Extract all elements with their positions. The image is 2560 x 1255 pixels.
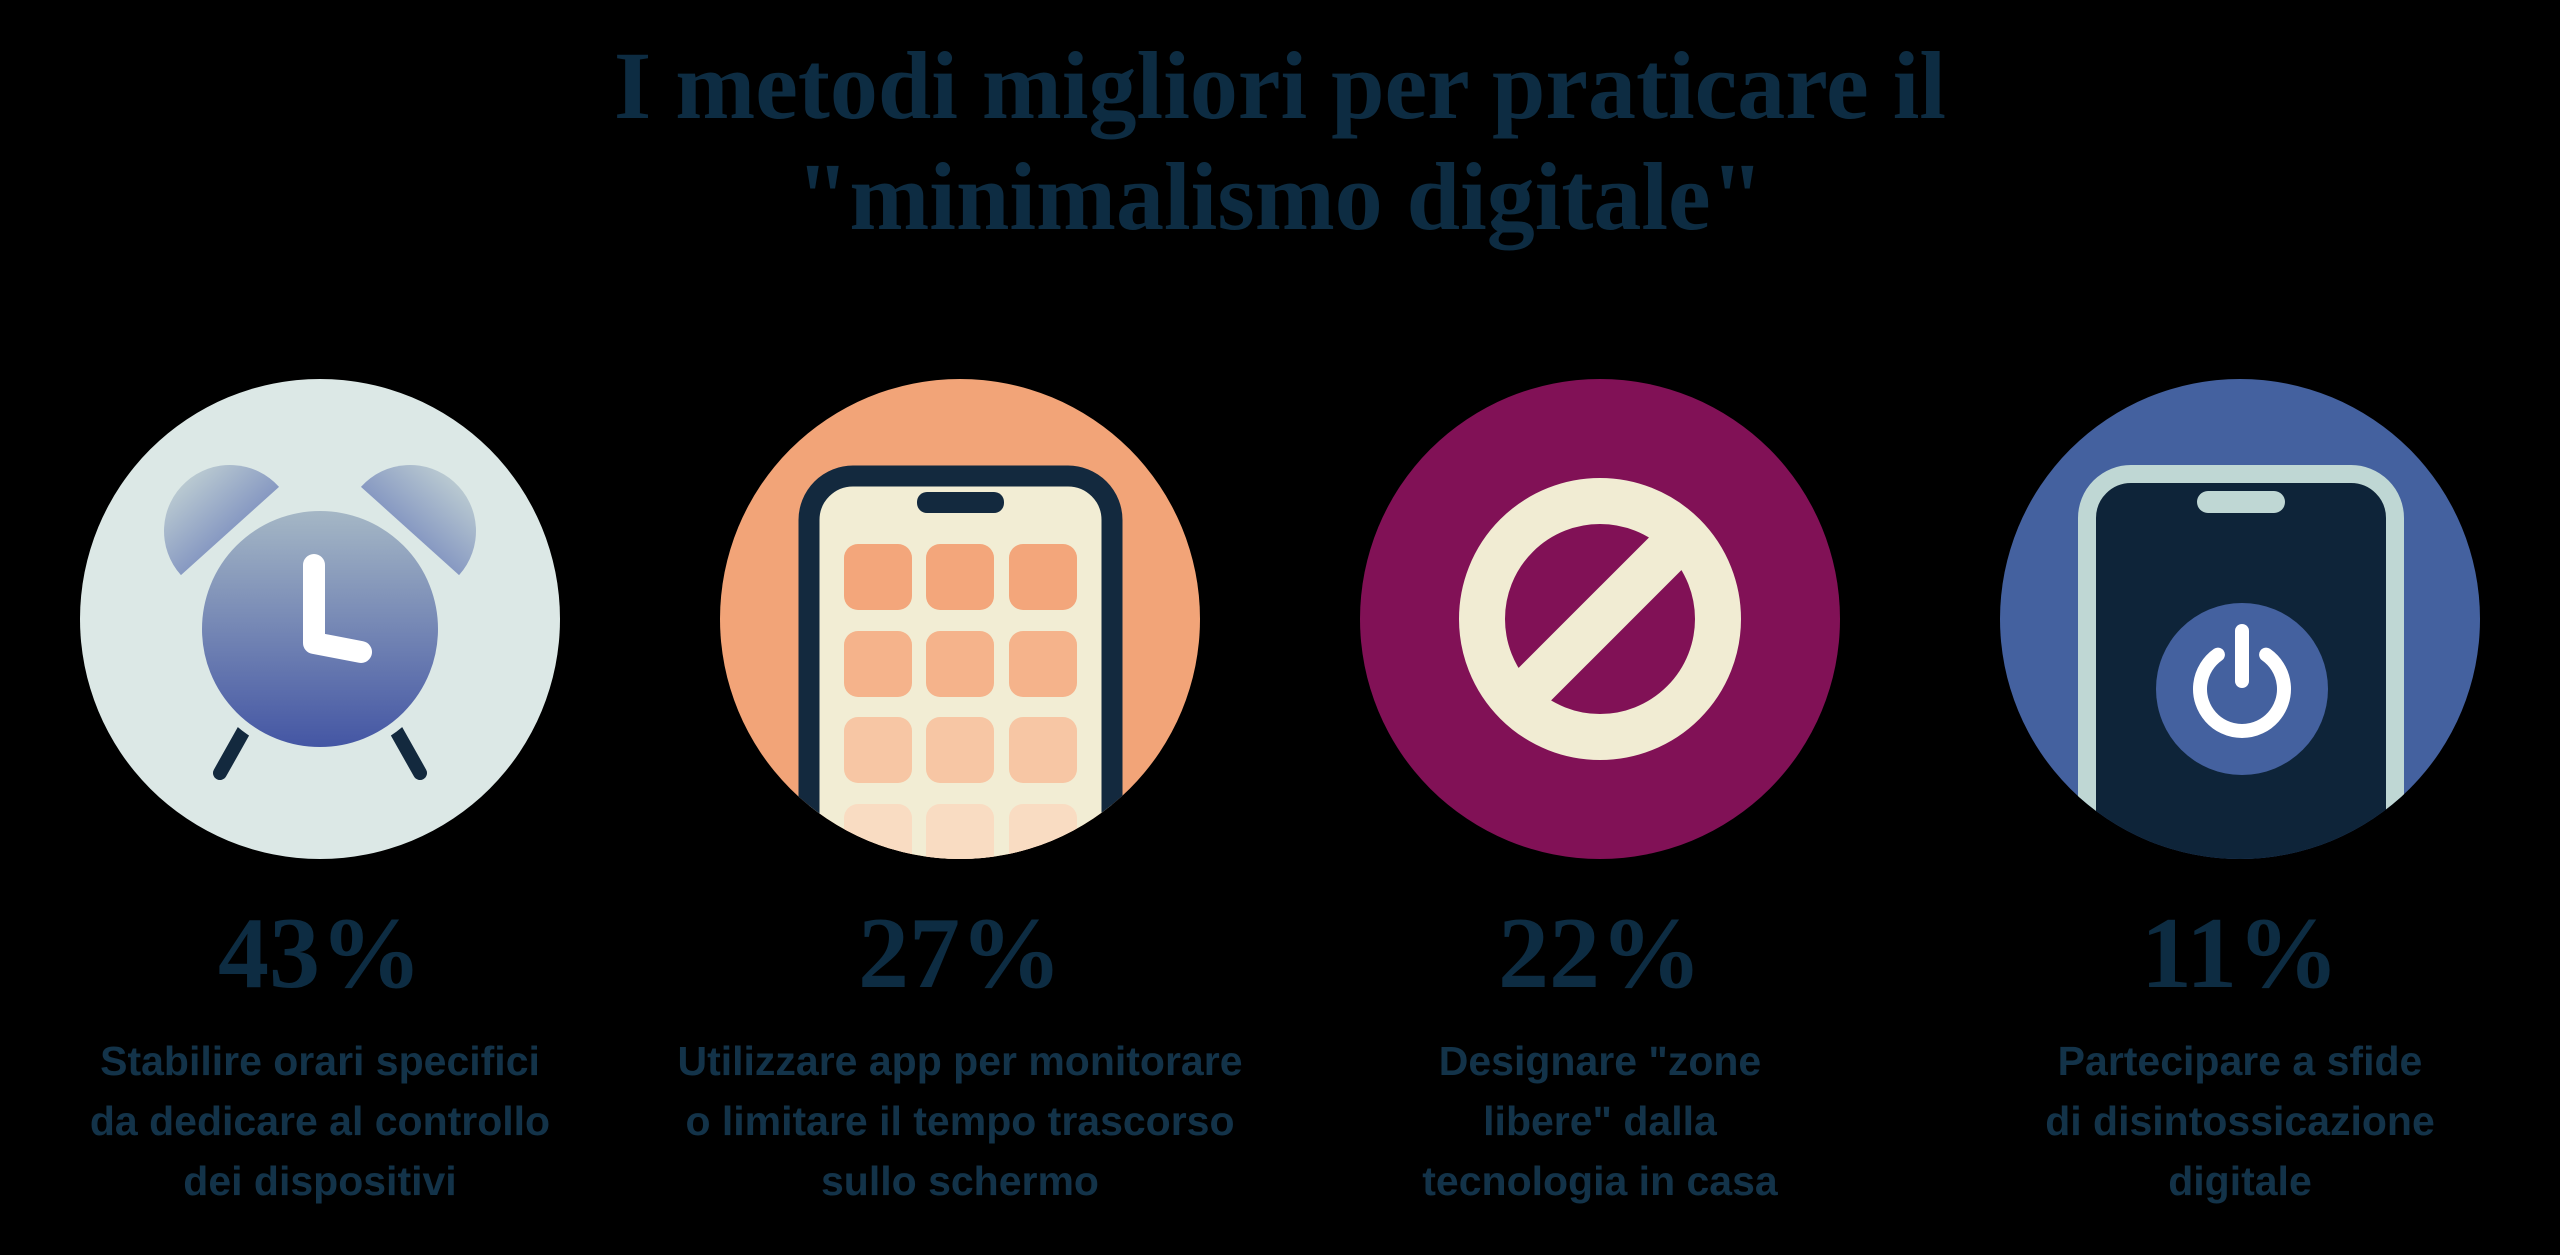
phone-app-grid-icon: [720, 378, 1200, 859]
alarm-clock-svg: [80, 378, 560, 859]
page-title-line-1: I metodi migliori per praticare il: [613, 32, 1947, 139]
stat-caption: Stabilire orari specifici da dedicare al…: [90, 1031, 550, 1211]
no-sign-icon: [1360, 378, 1840, 859]
stat-percent: 22%: [1498, 896, 1702, 1010]
alarm-clock-icon: [80, 378, 560, 859]
stat-column-zone-libere: 22% Designare "zone libere" dalla tecnol…: [1280, 378, 1920, 1211]
phone-power-icon: [2000, 378, 2480, 859]
phone-notch: [2197, 490, 2285, 513]
page-title: I metodi migliori per praticare il "mini…: [0, 0, 2560, 253]
stat-caption: Utilizzare app per monitorare o limitare…: [677, 1031, 1242, 1211]
caption-line: Utilizzare app per monitorare: [677, 1037, 1243, 1084]
caption-line: da dedicare al controllo: [89, 1097, 551, 1144]
stats-row: 43% Stabilire orari specifici da dedicar…: [0, 378, 2560, 1211]
stat-column-app-monitoraggio: 27% Utilizzare app per monitorare o limi…: [640, 378, 1280, 1211]
app-tile-row-3: [844, 716, 1077, 783]
clock-hands: [303, 553, 372, 663]
no-sign-svg: [1360, 378, 1840, 859]
caption-line: digitale: [2168, 1157, 2312, 1204]
no-sign-slash: [1487, 506, 1713, 731]
caption-line: Designare "zone: [1438, 1037, 1762, 1084]
app-tile-row-2: [844, 630, 1077, 697]
caption-line: dei dispositivi: [183, 1157, 457, 1204]
stat-percent: 43%: [218, 896, 422, 1010]
power-button-circle: [2156, 602, 2328, 775]
caption-line: o limitare il tempo trascorso: [685, 1097, 1235, 1144]
power-glyph-arc: [2193, 647, 2291, 738]
phone-notch: [917, 491, 1004, 513]
stat-column-disintossicazione: 11% Partecipare a sfide di disintossicaz…: [1920, 378, 2560, 1211]
stat-column-orari-specifici: 43% Stabilire orari specifici da dedicar…: [0, 378, 640, 1211]
caption-line: Stabilire orari specifici: [100, 1037, 540, 1084]
clock-bell-left: [164, 464, 280, 575]
stat-caption: Designare "zone libere" dalla tecnologia…: [1422, 1031, 1777, 1211]
caption-line: libere" dalla: [1483, 1097, 1717, 1144]
caption-line: sullo schermo: [821, 1157, 1099, 1204]
caption-line: di disintossicazione: [2045, 1097, 2435, 1144]
app-tile-row-4: [844, 803, 1077, 859]
caption-line: Partecipare a sfide: [2057, 1037, 2423, 1084]
stat-percent: 27%: [858, 896, 1062, 1010]
clock-bell-right: [360, 464, 476, 575]
page-title-line-2: "minimalismo digitale": [796, 143, 1764, 251]
stat-caption: Partecipare a sfide di disintossicazione…: [2045, 1031, 2435, 1211]
phone-app-grid-svg: [720, 378, 1200, 859]
app-tile-row-1: [844, 543, 1077, 610]
caption-line: tecnologia in casa: [1422, 1157, 1778, 1204]
no-sign-ring: [1459, 477, 1741, 760]
phone-power-svg: [2000, 378, 2480, 859]
stat-percent: 11%: [2140, 896, 2340, 1010]
